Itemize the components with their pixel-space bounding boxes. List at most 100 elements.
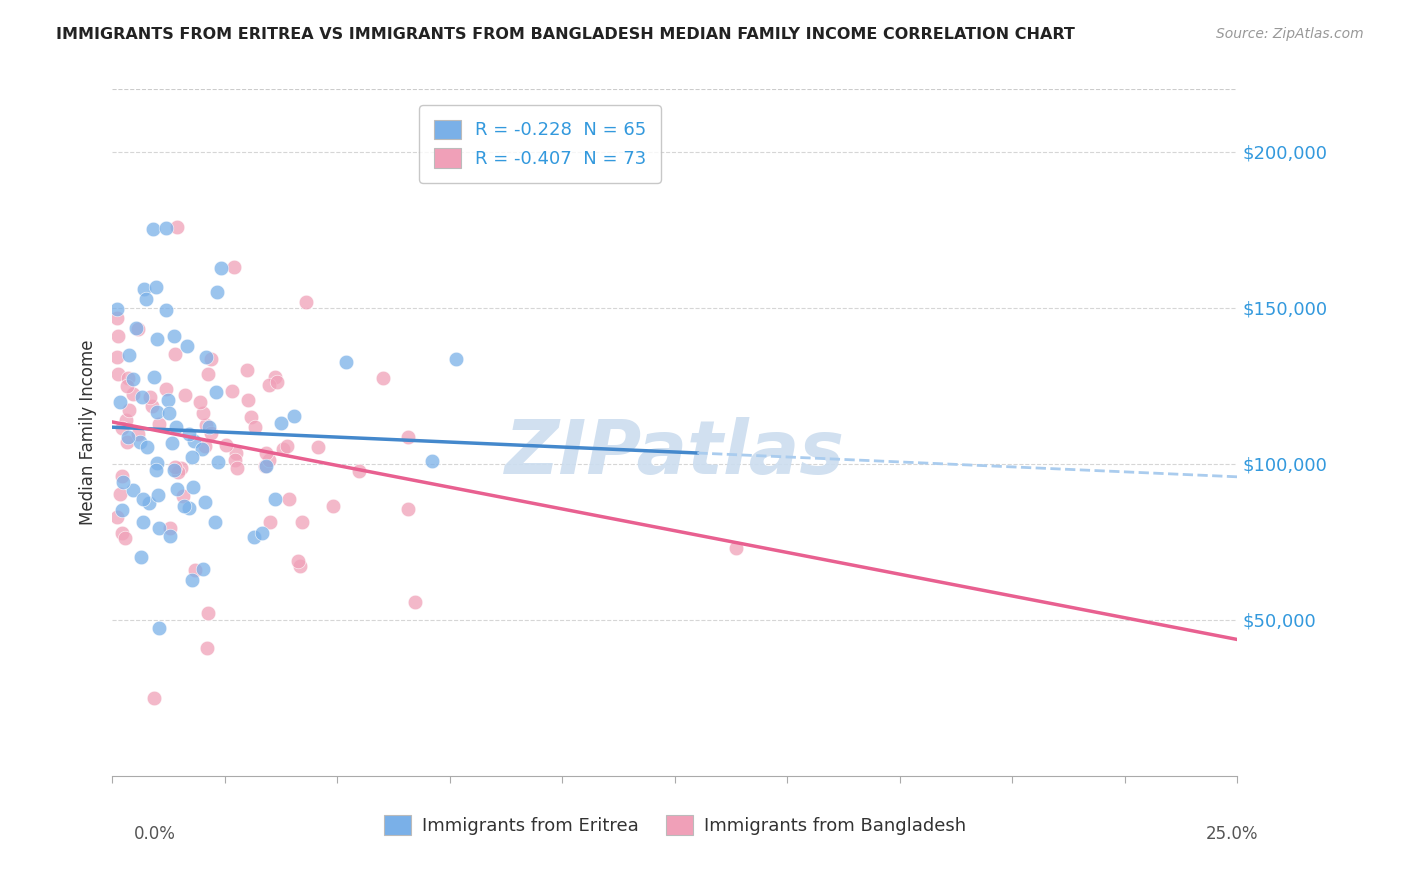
Point (373, 371, 395, 385)
Point (146, 488, 169, 502)
Point (254, 458, 277, 473)
Point (148, 521, 170, 535)
Point (257, 378, 280, 392)
Point (163, 347, 186, 361)
Point (250, 526, 273, 541)
Point (335, 355, 357, 369)
Point (205, 385, 228, 400)
Point (307, 441, 329, 455)
Point (132, 491, 155, 506)
Point (118, 349, 141, 363)
Point (170, 461, 193, 475)
Point (291, 515, 314, 529)
Text: IMMIGRANTS FROM ERITREA VS IMMIGRANTS FROM BANGLADESH MEDIAN FAMILY INCOME CORRE: IMMIGRANTS FROM ERITREA VS IMMIGRANTS FR… (56, 27, 1076, 42)
Point (111, 469, 134, 483)
Point (177, 500, 200, 515)
Text: Source: ZipAtlas.com: Source: ZipAtlas.com (1216, 27, 1364, 41)
Point (194, 494, 217, 508)
Point (396, 429, 419, 443)
Y-axis label: Median Family Income: Median Family Income (79, 340, 97, 525)
Point (129, 549, 152, 564)
Point (131, 390, 153, 404)
Point (322, 499, 344, 513)
Point (724, 541, 747, 555)
Point (127, 426, 149, 441)
Point (148, 417, 170, 432)
Point (114, 413, 136, 427)
Point (166, 482, 188, 496)
Point (159, 528, 181, 542)
Point (180, 573, 202, 587)
Point (117, 371, 139, 385)
Text: ZIPatlas: ZIPatlas (505, 417, 845, 490)
Point (243, 530, 266, 544)
Point (146, 332, 169, 346)
Point (200, 425, 222, 440)
Point (264, 492, 287, 507)
Point (105, 350, 128, 364)
Point (157, 407, 180, 421)
Text: 25.0%: 25.0% (1206, 825, 1258, 843)
Point (191, 442, 214, 457)
Point (107, 328, 129, 343)
Point (193, 562, 215, 576)
Point (155, 220, 177, 235)
Point (204, 515, 226, 529)
Point (155, 303, 177, 318)
Point (107, 368, 129, 382)
Point (396, 501, 419, 516)
Point (145, 279, 167, 293)
Point (122, 371, 145, 385)
Point (111, 420, 134, 434)
Point (221, 384, 243, 398)
Point (114, 531, 136, 545)
Point (173, 500, 195, 514)
Point (224, 452, 246, 467)
Point (138, 496, 160, 510)
Point (259, 515, 281, 529)
Point (166, 219, 188, 234)
Point (224, 260, 246, 274)
Point (444, 352, 467, 367)
Point (195, 641, 218, 656)
Point (197, 368, 219, 382)
Point (146, 456, 169, 470)
Point (200, 352, 222, 367)
Point (240, 410, 263, 425)
Point (266, 376, 288, 390)
Point (172, 489, 194, 503)
Point (236, 393, 259, 408)
Point (264, 370, 287, 384)
Point (110, 487, 132, 501)
Point (197, 606, 219, 620)
Point (198, 419, 221, 434)
Point (117, 430, 139, 444)
Point (283, 409, 305, 424)
Point (225, 446, 247, 460)
Point (118, 403, 141, 417)
Point (110, 395, 132, 409)
Point (209, 261, 232, 276)
Point (180, 450, 202, 464)
Point (179, 426, 201, 441)
Point (195, 418, 218, 433)
Point (278, 492, 301, 507)
Point (276, 439, 298, 453)
Point (163, 463, 186, 477)
Point (166, 465, 188, 479)
Point (128, 434, 150, 449)
Point (184, 563, 207, 577)
Point (122, 387, 145, 401)
Point (243, 420, 266, 434)
Text: 0.0%: 0.0% (134, 825, 176, 843)
Point (111, 503, 134, 517)
Point (287, 554, 309, 568)
Point (125, 321, 148, 335)
Point (181, 480, 204, 494)
Point (115, 434, 138, 449)
Point (173, 388, 195, 402)
Point (142, 221, 165, 235)
Point (105, 509, 128, 524)
Point (132, 282, 155, 296)
Point (195, 350, 218, 364)
